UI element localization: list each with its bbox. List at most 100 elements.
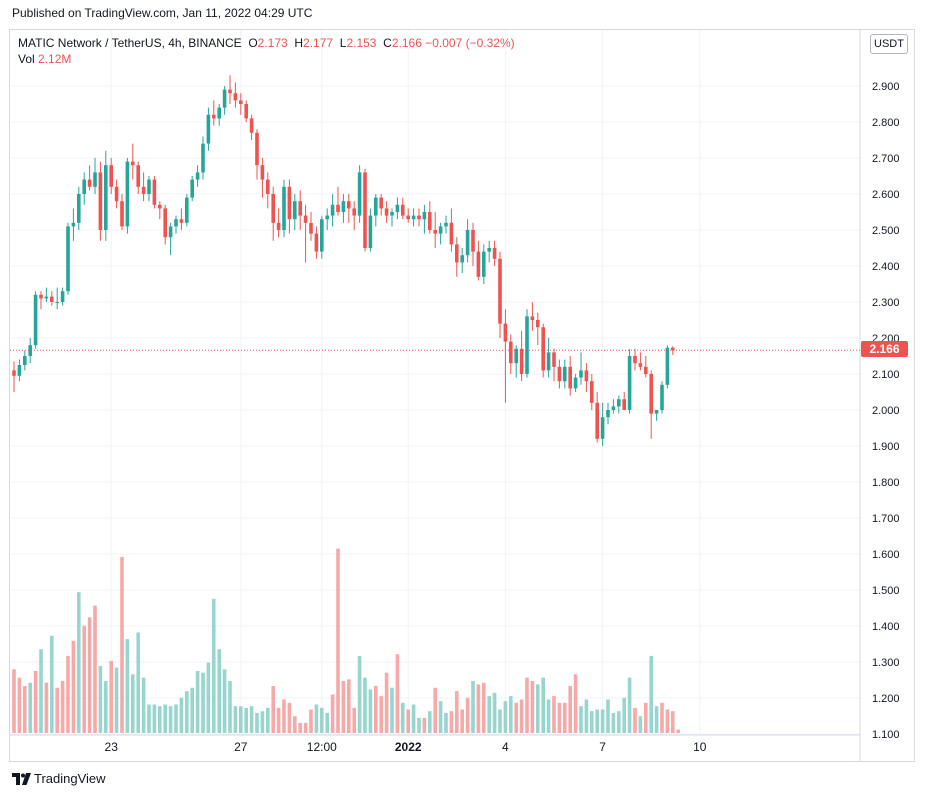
candle-body	[141, 186, 146, 194]
volume-bar	[255, 712, 259, 733]
candle-body	[449, 222, 454, 245]
volume-bar	[33, 670, 38, 733]
volume-bar	[104, 681, 108, 733]
candle-body	[406, 215, 410, 220]
candle-body	[314, 233, 319, 252]
volume-bar	[347, 679, 351, 733]
volume-bar	[222, 669, 227, 733]
candle-body	[584, 370, 589, 382]
candle-body	[23, 356, 27, 365]
candle-body	[519, 348, 524, 374]
candle-body	[136, 165, 140, 187]
candle-body	[514, 348, 518, 364]
volume-bar	[536, 684, 540, 733]
volume-bar	[395, 654, 400, 733]
y-tick-label: 1.200	[872, 693, 900, 705]
legend-ohlc-row: MATIC Network / TetherUS, 4h, BINANCE O2…	[18, 35, 515, 51]
y-tick-label: 1.900	[872, 441, 900, 453]
candle-body	[201, 143, 205, 173]
volume-bar	[17, 677, 22, 733]
y-tick-label: 1.600	[872, 549, 900, 561]
candle-body	[330, 204, 335, 216]
volume-bar	[168, 706, 173, 733]
grid-lines	[10, 30, 860, 735]
last-price-tag: 2.166	[861, 341, 908, 357]
candle-body	[546, 352, 551, 371]
volume-bar	[606, 699, 610, 733]
candle-body	[87, 179, 92, 187]
volume-bar	[568, 686, 572, 733]
volume-bar	[444, 712, 448, 733]
candle-body	[455, 244, 459, 263]
volume-bar	[152, 704, 157, 733]
candle-body	[60, 291, 65, 302]
volume-bar	[282, 699, 286, 733]
candle-body	[557, 366, 562, 382]
legend-volume-row: Vol 2.12M	[18, 51, 515, 67]
candle-body	[352, 208, 356, 216]
candle-body	[179, 219, 184, 223]
volume-bar	[611, 712, 616, 733]
y-tick-label: 1.300	[872, 657, 900, 669]
volume-bar	[573, 674, 578, 733]
candle-body	[239, 100, 243, 104]
candle-body	[633, 356, 637, 364]
candle-body	[401, 204, 405, 216]
volume-bar	[179, 697, 184, 733]
y-tick-label: 2.000	[872, 405, 900, 417]
volume-bar	[590, 711, 594, 733]
volume-bar	[125, 639, 130, 733]
volume-bar	[563, 702, 567, 733]
brand-label: TradingView	[34, 771, 106, 786]
tradingview-brand[interactable]: TradingView	[12, 771, 106, 786]
currency-button[interactable]: USDT	[870, 34, 908, 54]
candle-body	[298, 201, 302, 216]
volume-bar	[384, 672, 389, 733]
volume-bar	[147, 704, 151, 733]
y-tick-label: 1.800	[872, 477, 900, 489]
volume-bar	[93, 605, 97, 733]
candle-body	[325, 215, 329, 220]
volume-bar	[66, 655, 70, 733]
volume-bar	[98, 665, 103, 733]
volume-bar	[217, 649, 221, 733]
volume-bar	[509, 696, 513, 733]
candle-body	[190, 179, 194, 198]
candle-body	[541, 327, 545, 371]
volume-bar	[471, 681, 475, 733]
volume-bar	[39, 649, 43, 733]
volume-bar	[600, 709, 605, 733]
volume-bar	[525, 677, 529, 733]
candle-body	[244, 104, 248, 119]
candle-body	[341, 201, 346, 212]
x-tick-label: 7	[599, 740, 606, 754]
candle-body	[266, 179, 270, 194]
candle-body	[374, 197, 378, 216]
x-tick-label: 2022	[395, 740, 422, 754]
volume-bar	[141, 677, 146, 733]
volume-bar	[595, 709, 599, 733]
volume-bar	[438, 701, 443, 733]
volume-bar	[406, 709, 410, 733]
symbol-title[interactable]: MATIC Network / TetherUS, 4h, BINANCE	[18, 36, 242, 50]
candle-body	[50, 296, 54, 302]
volume-bar	[627, 677, 632, 733]
candle-body	[44, 296, 49, 299]
volume-bar	[44, 682, 49, 733]
candle-body	[260, 165, 265, 180]
candle-body	[498, 258, 502, 324]
volume-bar	[60, 681, 65, 733]
candle-body	[77, 194, 81, 223]
candle-body	[384, 208, 389, 216]
candle-body	[228, 89, 232, 94]
x-tick-label: 10	[693, 740, 707, 754]
candle-body	[131, 161, 135, 166]
y-tick-label: 2.900	[872, 81, 900, 93]
candle-body	[487, 248, 491, 252]
volume-bar	[87, 617, 92, 733]
candle-body	[590, 381, 594, 403]
y-tick-label: 1.400	[872, 621, 900, 633]
volume-bar	[185, 691, 189, 733]
volume-bar	[249, 706, 254, 733]
